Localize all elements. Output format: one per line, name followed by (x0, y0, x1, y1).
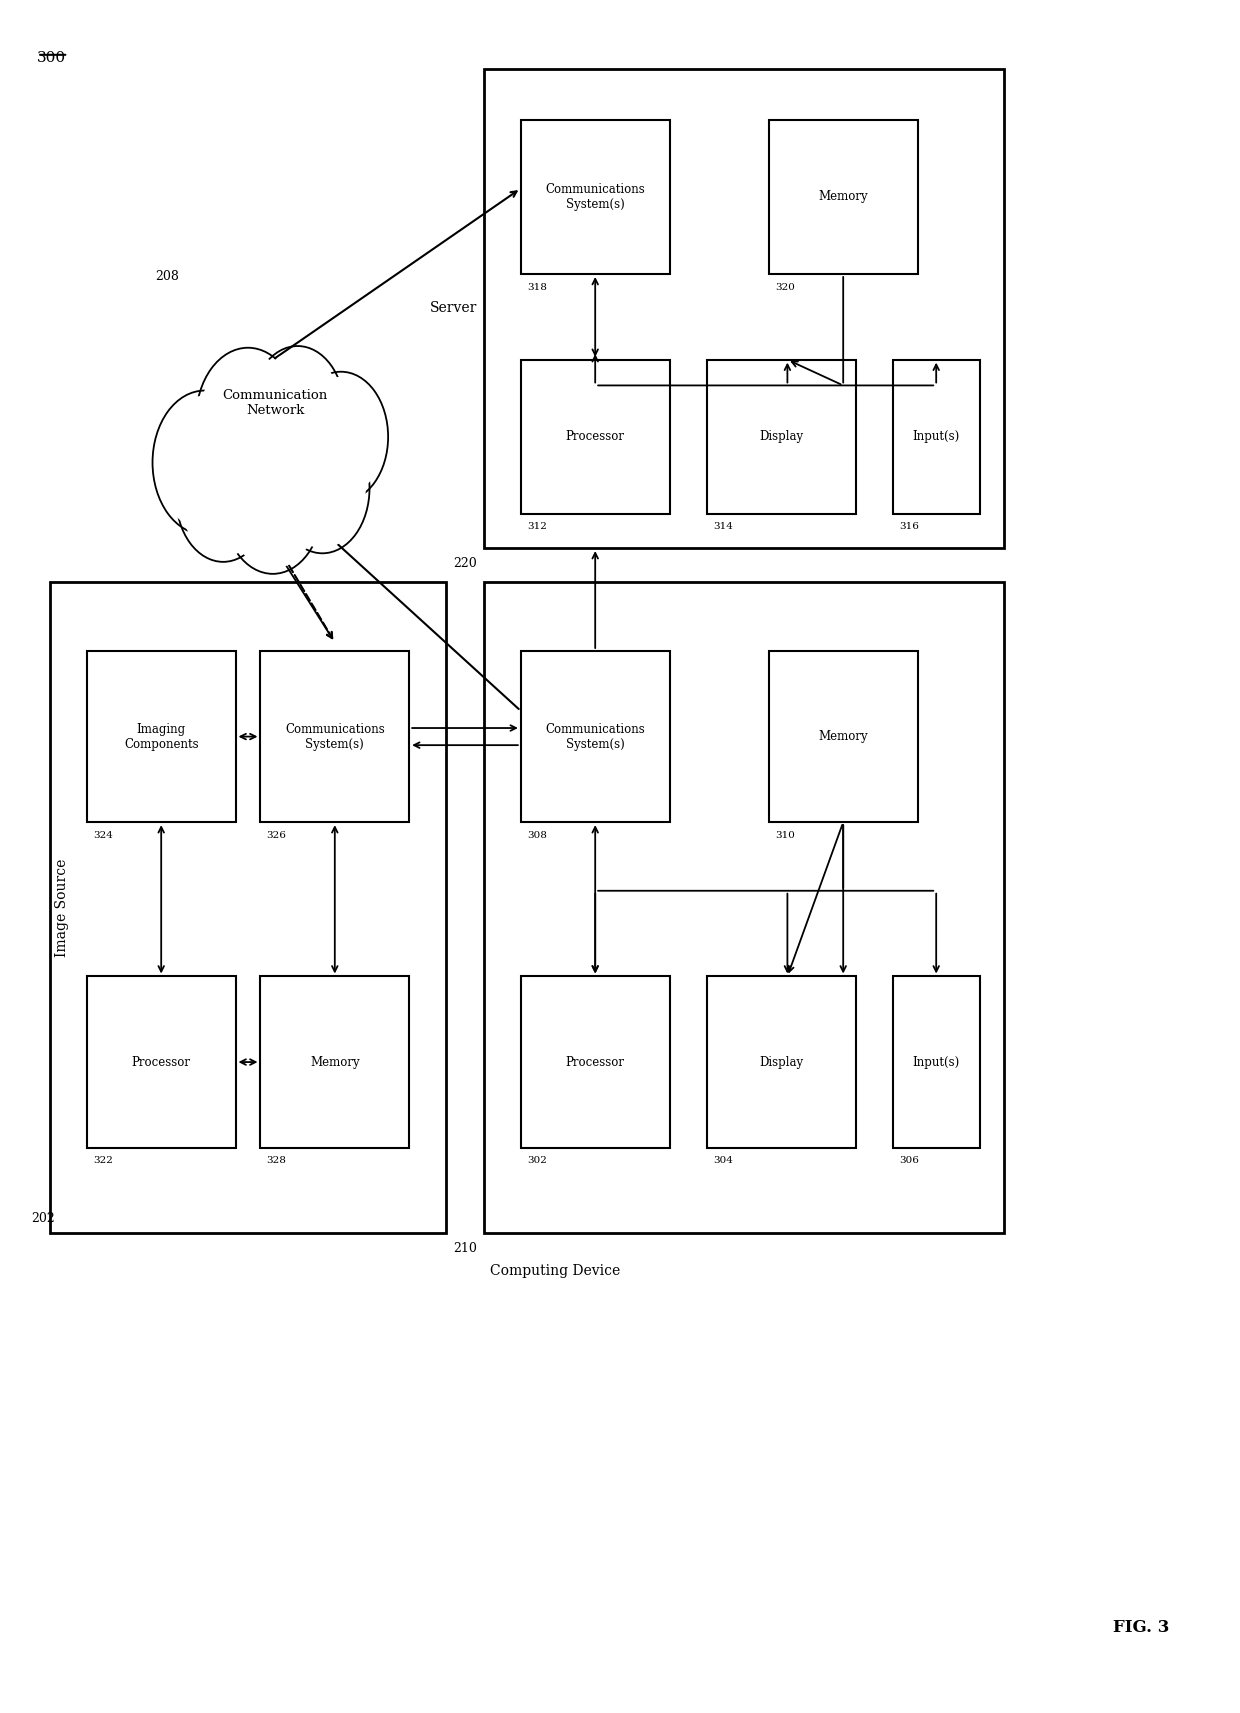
Circle shape (223, 437, 322, 574)
Text: Communication
Network: Communication Network (223, 389, 327, 416)
Text: Image Source: Image Source (55, 858, 69, 958)
FancyBboxPatch shape (893, 360, 980, 514)
FancyBboxPatch shape (521, 360, 670, 514)
Text: 306: 306 (899, 1156, 919, 1165)
FancyBboxPatch shape (521, 120, 670, 274)
Text: Computing Device: Computing Device (490, 1264, 620, 1278)
Text: Memory: Memory (310, 1055, 360, 1069)
FancyBboxPatch shape (521, 976, 670, 1148)
Circle shape (294, 372, 388, 502)
Circle shape (200, 353, 296, 486)
Circle shape (156, 396, 253, 529)
Text: Display: Display (759, 430, 804, 444)
FancyBboxPatch shape (260, 651, 409, 822)
Circle shape (205, 368, 329, 540)
Text: Server: Server (430, 301, 477, 315)
Text: 210: 210 (454, 1242, 477, 1256)
Circle shape (153, 391, 257, 534)
FancyBboxPatch shape (260, 976, 409, 1148)
Circle shape (196, 348, 300, 492)
FancyBboxPatch shape (87, 976, 236, 1148)
Text: Processor: Processor (565, 1055, 625, 1069)
Circle shape (180, 437, 267, 557)
FancyBboxPatch shape (893, 976, 980, 1148)
Text: 312: 312 (527, 522, 547, 531)
Text: 310: 310 (775, 831, 795, 839)
FancyBboxPatch shape (769, 651, 918, 822)
Text: Processor: Processor (565, 430, 625, 444)
Text: Imaging
Components: Imaging Components (124, 723, 198, 750)
Text: 202: 202 (31, 1211, 55, 1225)
FancyBboxPatch shape (707, 360, 856, 514)
Text: 326: 326 (267, 831, 286, 839)
Text: Memory: Memory (818, 730, 868, 743)
Text: 304: 304 (713, 1156, 733, 1165)
Text: 322: 322 (93, 1156, 113, 1165)
FancyBboxPatch shape (521, 651, 670, 822)
Circle shape (275, 423, 370, 553)
Text: Communications
System(s): Communications System(s) (546, 183, 645, 211)
Text: FIG. 3: FIG. 3 (1112, 1619, 1169, 1636)
FancyBboxPatch shape (50, 582, 446, 1233)
Text: 208: 208 (155, 269, 179, 283)
Circle shape (298, 377, 384, 497)
Text: 314: 314 (713, 522, 733, 531)
FancyBboxPatch shape (707, 976, 856, 1148)
Text: Display: Display (759, 1055, 804, 1069)
Text: 220: 220 (454, 557, 477, 570)
Text: Memory: Memory (818, 190, 868, 204)
Text: 300: 300 (37, 51, 66, 65)
Text: Processor: Processor (131, 1055, 191, 1069)
Text: 316: 316 (899, 522, 919, 531)
Text: 324: 324 (93, 831, 113, 839)
Text: 308: 308 (527, 831, 547, 839)
Text: Communications
System(s): Communications System(s) (285, 723, 384, 750)
Text: Input(s): Input(s) (913, 430, 960, 444)
Text: Input(s): Input(s) (913, 1055, 960, 1069)
Text: 328: 328 (267, 1156, 286, 1165)
Circle shape (279, 428, 366, 548)
Circle shape (208, 373, 325, 534)
Circle shape (250, 346, 345, 476)
Circle shape (227, 442, 319, 569)
FancyBboxPatch shape (484, 582, 1004, 1233)
Text: Communications
System(s): Communications System(s) (546, 723, 645, 750)
FancyBboxPatch shape (769, 120, 918, 274)
Text: 302: 302 (527, 1156, 547, 1165)
Text: 320: 320 (775, 283, 795, 291)
FancyBboxPatch shape (484, 69, 1004, 548)
Circle shape (176, 432, 270, 562)
Text: 318: 318 (527, 283, 547, 291)
FancyBboxPatch shape (87, 651, 236, 822)
Circle shape (254, 351, 341, 471)
